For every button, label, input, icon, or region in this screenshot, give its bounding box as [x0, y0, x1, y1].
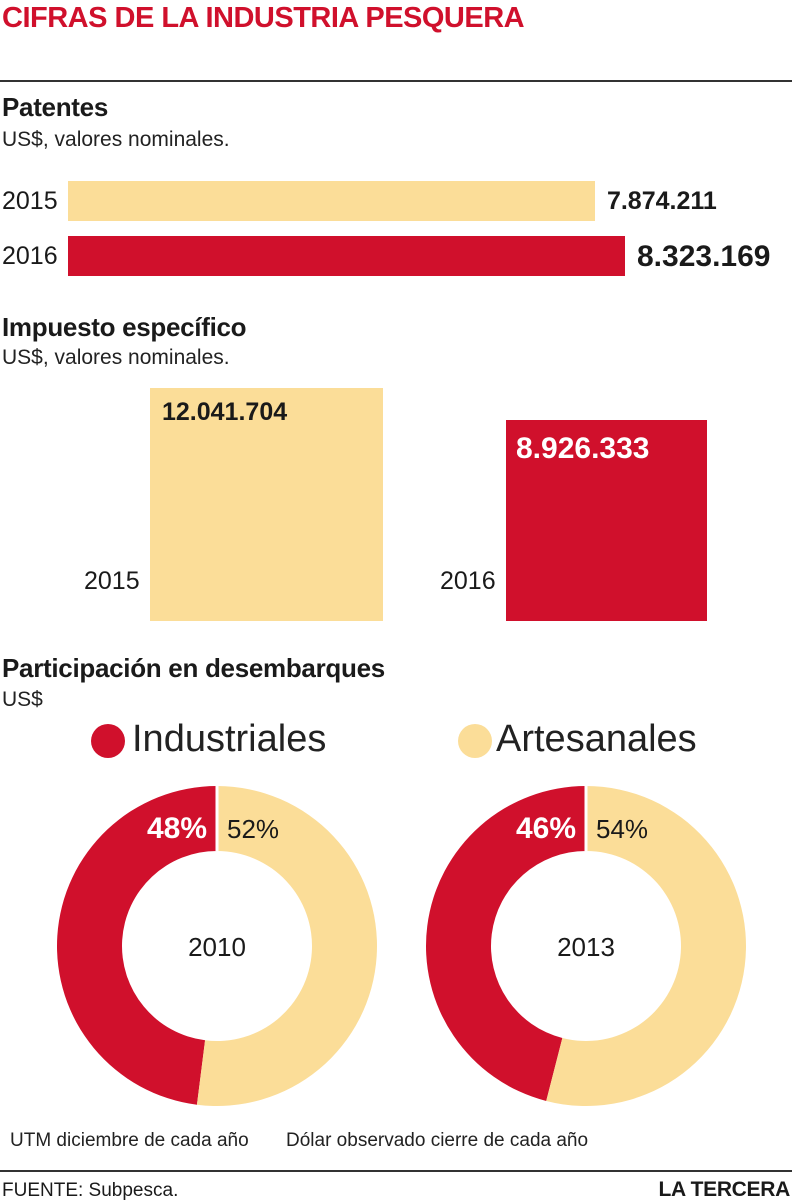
- pct-industriales-label: 46%: [516, 812, 576, 845]
- pct-artesanales-label: 54%: [596, 814, 648, 844]
- legend-artesanales-label: Artesanales: [496, 718, 697, 760]
- patentes-year-label: 2016: [2, 242, 58, 270]
- donut-charts: 48% 52% 2010 46% 54% 2013: [56, 786, 746, 1106]
- header-divider: [0, 80, 792, 82]
- slice-industriales: [425, 786, 586, 1101]
- pct-industriales-label: 48%: [147, 812, 207, 845]
- patentes-value-label: 8.323.169: [637, 240, 771, 273]
- slice-artesanales: [546, 786, 746, 1106]
- patentes-value-label: 7.874.211: [606, 187, 717, 215]
- patentes-subtitle: US$, valores nominales.: [2, 128, 230, 151]
- impuesto-value-label: 12.041.704: [162, 398, 288, 426]
- legend-industriales-label: Industriales: [132, 718, 327, 760]
- patentes-bar: [68, 236, 625, 276]
- impuesto-title: Impuesto específico: [2, 312, 247, 342]
- brand-logo: LA TERCERA: [658, 1178, 790, 1201]
- impuesto-subtitle: US$, valores nominales.: [2, 346, 230, 369]
- legend-artesanales-swatch: [458, 724, 492, 758]
- patentes-bar: [68, 181, 595, 221]
- donut-center-year: 2010: [188, 932, 246, 962]
- impuesto-year-label: 2016: [440, 567, 496, 595]
- impuesto-value-label: 8.926.333: [516, 432, 650, 466]
- impuesto-bar: [506, 420, 707, 621]
- patentes-title: Patentes: [2, 92, 108, 122]
- note-dolar: Dólar observado cierre de cada año: [286, 1130, 589, 1151]
- participacion-title: Participación en desembarques: [2, 653, 385, 683]
- impuesto-year-label: 2015: [84, 567, 140, 595]
- participacion-subtitle: US$: [2, 688, 43, 711]
- impuesto-bar: [150, 388, 383, 621]
- donut-center-year: 2013: [557, 932, 615, 962]
- page-title: CIFRAS DE LA INDUSTRIA PESQUERA: [2, 2, 525, 34]
- slice-artesanales: [196, 786, 377, 1106]
- slice-industriales: [56, 786, 218, 1105]
- source-note: FUENTE: Subpesca.: [2, 1180, 179, 1201]
- legend-industriales-swatch: [91, 724, 125, 758]
- pct-artesanales-label: 52%: [227, 814, 279, 844]
- note-utm: UTM diciembre de cada año: [10, 1130, 249, 1151]
- footer-divider: [0, 1170, 792, 1172]
- patentes-year-label: 2015: [2, 187, 58, 215]
